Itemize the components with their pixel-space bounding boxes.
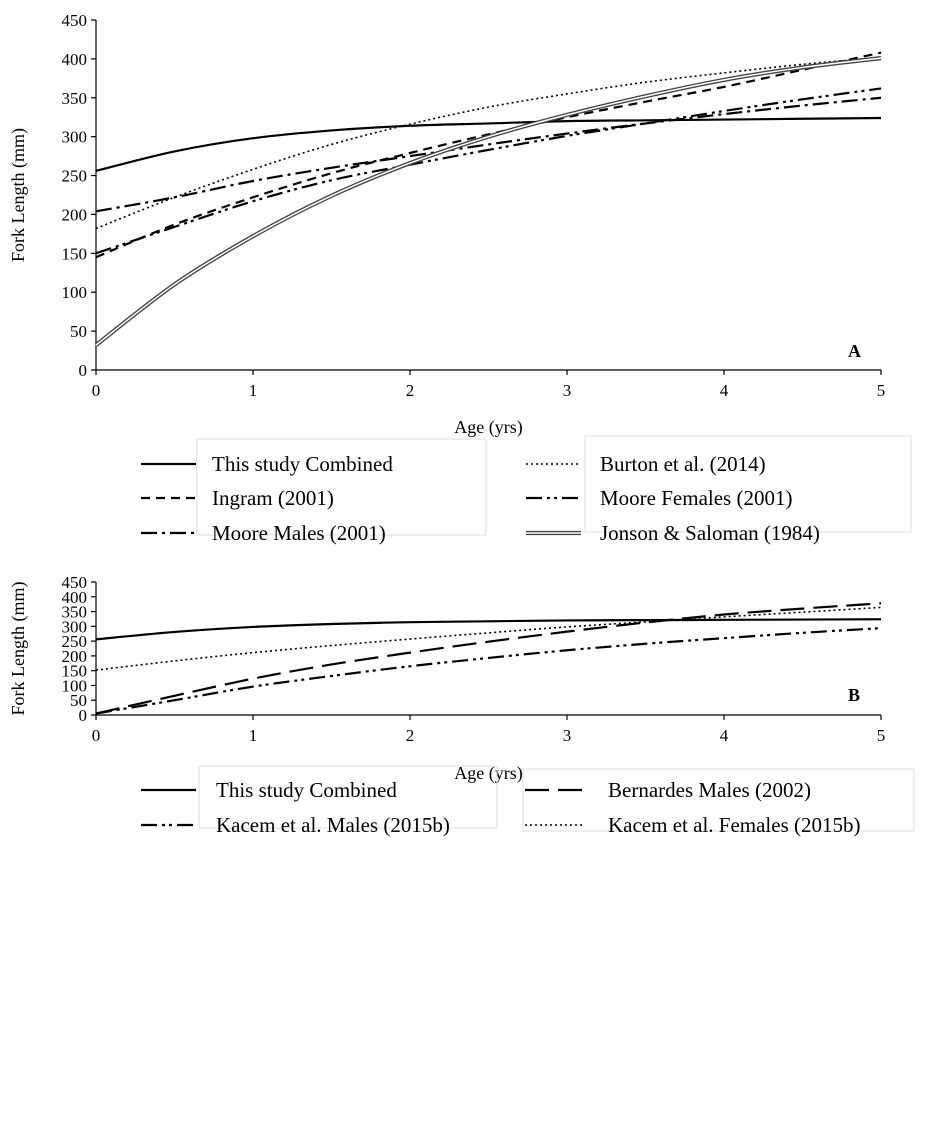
legend-label: Bernardes Males (2002): [608, 778, 811, 802]
y-tick-label: 250: [62, 632, 88, 651]
y-tick-label: 100: [62, 283, 88, 302]
x-tick-label: 3: [563, 726, 572, 745]
y-tick-label: 200: [62, 205, 88, 224]
legend-label: Moore Males (2001): [212, 521, 386, 545]
y-tick-label: 350: [62, 89, 88, 108]
series-jonson-saloman-1984: [94, 56, 882, 347]
series-moore-males-2001: [95, 96, 882, 213]
x-tick-label: 3: [563, 381, 572, 400]
legend-a: This study Combined Burton et al. (2014) I…: [141, 435, 912, 545]
y-tick-label: 0: [79, 361, 88, 380]
legend-label: Kacem et al. Males (2015b): [216, 813, 450, 837]
x-tick-label: 0: [92, 726, 101, 745]
series-burton-et-al-2014: [95, 56, 882, 230]
legend-label: Kacem et al. Females (2015b): [608, 813, 861, 837]
legend-entry-bernardes-males-2002: Bernardes Males (2002): [525, 778, 811, 802]
legend-b: This study Combined Bernardes Males (2002…: [141, 765, 915, 837]
series-line-moore-males-2001: [95, 96, 882, 213]
y-tick-label: 100: [62, 676, 88, 695]
x-tick-label: 2: [406, 726, 415, 745]
y-tick-label: 400: [62, 50, 88, 69]
legend-label: This study Combined: [212, 452, 393, 476]
x-tick-label: 4: [720, 726, 729, 745]
y-axis-title: Fork Length (mm): [8, 582, 29, 716]
legend-entry-burton-et-al-2014: Burton et al. (2014): [526, 452, 766, 476]
y-tick-label: 0: [79, 706, 88, 725]
y-tick-label: 50: [70, 322, 87, 341]
y-tick-label: 250: [62, 167, 88, 186]
legend-label: This study Combined: [216, 778, 397, 802]
y-axis-title: Fork Length (mm): [8, 128, 29, 262]
x-axis-title: Age (yrs): [454, 417, 522, 438]
y-tick-label: 400: [62, 588, 88, 607]
series-bernardes-males-2002: [95, 602, 882, 715]
x-tick-label: 1: [249, 381, 258, 400]
x-tick-label: 0: [92, 381, 101, 400]
legend-box: [196, 438, 487, 536]
x-tick-label: 5: [877, 726, 886, 745]
legend-entry-moore-males-2001: Moore Males (2001): [141, 521, 386, 545]
series-line-jonson-saloman-1984: [94, 56, 882, 347]
legend-box: [198, 765, 498, 829]
legend-box: [522, 768, 915, 832]
series-ingram-2001: [95, 51, 882, 259]
panel-letter: A: [848, 341, 861, 361]
x-tick-label: 4: [720, 381, 729, 400]
y-tick-label: 350: [62, 603, 88, 622]
y-tick-label: 300: [62, 617, 88, 636]
y-tick-label: 300: [62, 128, 88, 147]
legend-box: [584, 435, 912, 533]
legend-entry-this-study-combined: This study Combined: [141, 778, 397, 802]
legend-entry-kacem-et-al-males-2015b: Kacem et al. Males (2015b): [141, 813, 450, 837]
x-tick-label: 5: [877, 381, 886, 400]
panel-a: 0 50 100 150 200 250 300 350 400 450 0 1 2 3 4 5 Age (yr…: [8, 11, 885, 438]
x-tick-label: 1: [249, 726, 258, 745]
series-this-study-combined: [95, 618, 882, 641]
series-line-kacem-et-al-males-2015b: [95, 627, 882, 715]
x-axis-title: Age (yrs): [454, 763, 522, 784]
legend-entry-ingram-2001: Ingram (2001): [141, 486, 334, 510]
y-tick-label: 150: [62, 244, 88, 263]
legend-label: Jonson & Saloman (1984): [600, 521, 820, 545]
y-tick-label: 450: [62, 11, 88, 30]
series-this-study-combined: [95, 116, 882, 172]
y-tick-label: 200: [62, 647, 88, 666]
series-line-moore-females-2001: [95, 87, 882, 255]
legend-label: Moore Females (2001): [600, 486, 792, 510]
series-kacem-et-al-females-2015b: [95, 606, 882, 671]
legend-label: Burton et al. (2014): [600, 452, 766, 476]
series-line-jonson-saloman-1984-inner: [95, 57, 882, 346]
legend-label: Ingram (2001): [212, 486, 334, 510]
legend-entry-kacem-et-al-females-2015b: Kacem et al. Females (2015b): [525, 813, 861, 837]
series-moore-females-2001: [95, 87, 882, 255]
y-tick-label: 150: [62, 662, 88, 681]
series-line-this-study-combined: [95, 618, 882, 641]
series-line-this-study-combined: [95, 116, 882, 172]
y-tick-label: 450: [62, 573, 88, 592]
legend-entry-this-study-combined: This study Combined: [141, 452, 393, 476]
legend-entry-jonson-saloman-1984: Jonson & Saloman (1984): [526, 521, 820, 545]
legend-entry-moore-females-2001: Moore Females (2001): [526, 486, 792, 510]
series-line-ingram-2001: [95, 51, 882, 259]
series-line-burton-et-al-2014: [95, 56, 882, 230]
series-line-kacem-et-al-females-2015b: [95, 606, 882, 671]
series-kacem-et-al-males-2015b: [95, 627, 882, 715]
series-line-bernardes-males-2002: [95, 602, 882, 715]
panel-letter: B: [848, 685, 860, 705]
y-tick-label: 50: [70, 691, 87, 710]
x-tick-label: 2: [406, 381, 415, 400]
